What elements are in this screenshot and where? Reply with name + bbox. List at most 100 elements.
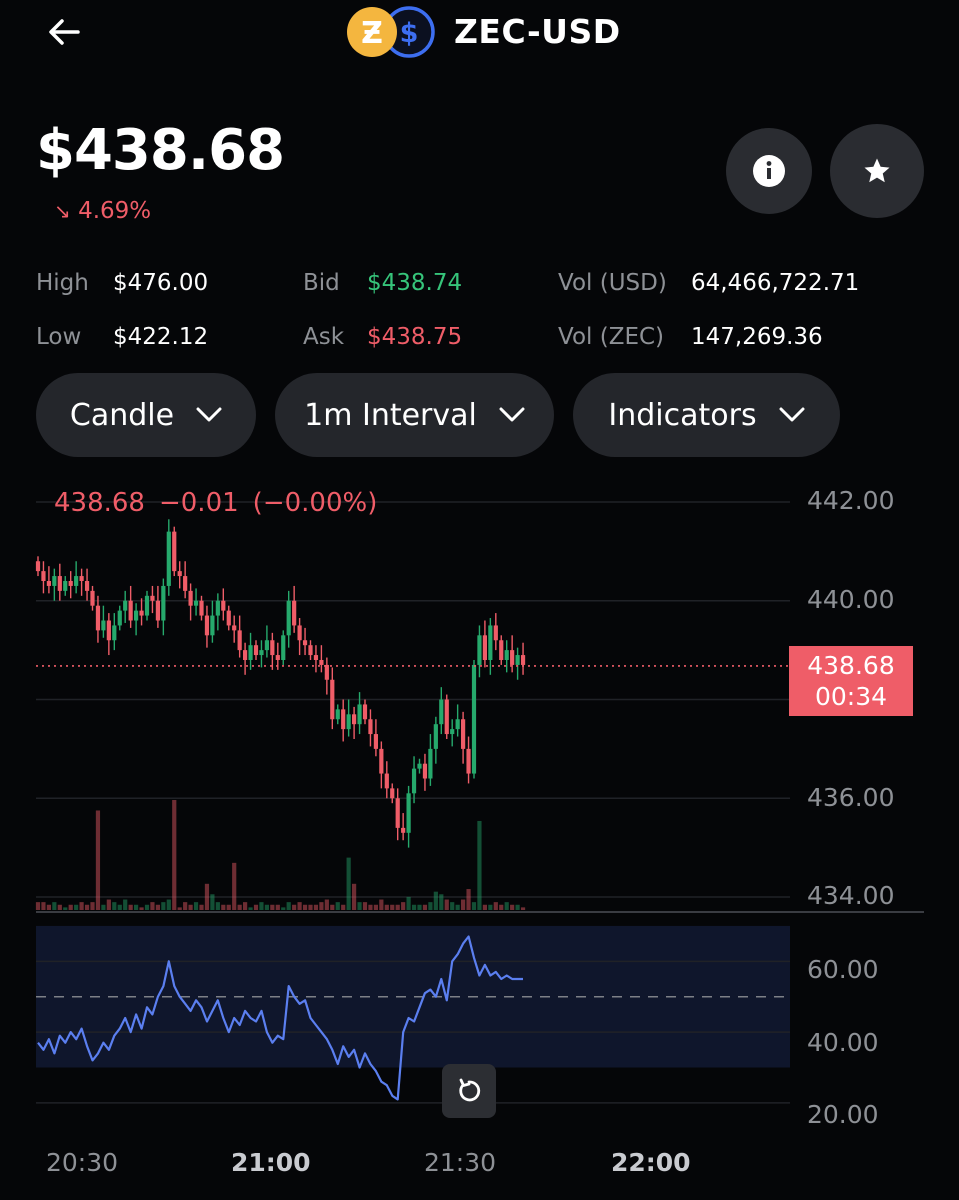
candle [352, 714, 357, 725]
volume-bar [161, 902, 166, 910]
svg-text:Ƶ: Ƶ [361, 16, 383, 51]
chart-type-dropdown[interactable]: Candle [36, 373, 256, 457]
candle [193, 600, 199, 606]
volume-bar [373, 904, 378, 910]
high-value: $476.00 [113, 270, 209, 296]
volume-bar [166, 899, 171, 910]
volume-bar [493, 902, 498, 910]
candle [139, 610, 144, 616]
current-price-tag-value: 438.68 [807, 651, 895, 680]
candle [428, 748, 433, 779]
volume-bar [35, 902, 41, 910]
watchlist-button[interactable] [830, 124, 924, 218]
interval-label: 1m Interval [304, 397, 477, 433]
candle [46, 581, 51, 586]
candle [79, 576, 84, 581]
candle [319, 660, 324, 665]
volume-bar [193, 902, 199, 910]
candle [401, 827, 406, 833]
bid-label: Bid [303, 270, 340, 296]
candle [477, 635, 482, 665]
candle [346, 714, 351, 730]
volume-bar [270, 904, 275, 910]
volume-bar [84, 904, 90, 910]
candle [493, 625, 498, 641]
candle [302, 640, 308, 646]
usd-coin-icon: $ [383, 6, 435, 58]
candle [455, 719, 460, 730]
candle [373, 734, 378, 749]
back-button[interactable] [44, 12, 84, 52]
x-tick-label: 20:30 [46, 1148, 119, 1177]
candle [128, 600, 133, 621]
candle [488, 625, 493, 660]
volume-bar [401, 902, 406, 910]
high-label: High [36, 270, 89, 296]
volume-bar [292, 904, 297, 910]
candle [482, 635, 487, 660]
volume-bar [362, 902, 368, 910]
volume-bar [341, 904, 346, 910]
candle [123, 600, 128, 611]
volume-bar [384, 904, 389, 910]
candle [155, 600, 160, 621]
candle [177, 571, 182, 577]
volume-bar [204, 883, 210, 910]
reset-icon [459, 1078, 481, 1102]
volume-bar [144, 904, 150, 910]
price-chart[interactable] [0, 470, 959, 1200]
candle [417, 763, 422, 769]
volume-bar [210, 894, 215, 910]
candle [41, 571, 46, 581]
y-tick-label: 440.00 [807, 585, 895, 614]
candle [101, 620, 106, 631]
chevron-down-icon [196, 407, 222, 422]
candle [515, 655, 520, 665]
candle [221, 600, 226, 611]
volume-bar [74, 904, 79, 910]
candle [422, 763, 428, 779]
rsi-tick-label: 20.00 [807, 1100, 879, 1129]
rsi-line [37, 935, 523, 1101]
candle [90, 590, 95, 606]
candle [259, 650, 264, 656]
interval-dropdown[interactable]: 1m Interval [275, 373, 554, 457]
volume-bar [422, 904, 428, 910]
candle [499, 640, 504, 660]
candle [264, 640, 269, 651]
volume-bar [264, 904, 269, 910]
volume-bar [488, 904, 493, 910]
star-icon [864, 158, 890, 183]
candle [253, 645, 259, 656]
info-button[interactable] [726, 128, 812, 214]
candle [379, 748, 384, 774]
volume-bar [352, 883, 357, 910]
volume-bar [63, 907, 68, 910]
candle [341, 709, 346, 730]
candle [150, 595, 155, 601]
volume-bar [46, 904, 51, 910]
volume-bar [112, 902, 117, 910]
volume-bar [106, 899, 111, 910]
candle [210, 615, 215, 636]
volume-bar [368, 904, 373, 910]
volume-bar [395, 904, 400, 910]
volume-bar [199, 904, 204, 910]
volume-bar [275, 904, 280, 910]
volume-bar [248, 907, 253, 910]
vol-usd-value: 64,466,722.71 [691, 270, 860, 296]
volume-bar [286, 902, 291, 910]
volume-bar [188, 904, 193, 910]
reset-chart-button[interactable] [442, 1064, 496, 1118]
volume-bar [302, 904, 308, 910]
volume-bar [444, 899, 449, 910]
ohlc-change: −0.01 [158, 488, 239, 518]
candle [63, 581, 68, 591]
candle [172, 531, 177, 572]
x-tick-label: 21:00 [231, 1148, 311, 1177]
indicators-dropdown[interactable]: Indicators [573, 373, 840, 457]
low-value: $422.12 [113, 324, 209, 350]
candle [68, 581, 73, 586]
volume-bar [232, 862, 237, 910]
candle [188, 590, 193, 606]
